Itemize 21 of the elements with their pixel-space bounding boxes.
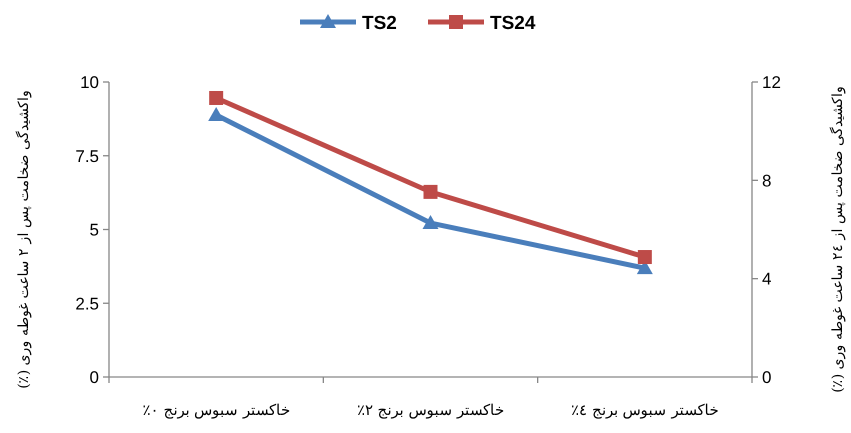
y2-tick-label: 8 <box>762 171 772 190</box>
y2-axis-title: واکشیدگی ضخامت پس از ۲٤ ساعت غوطه وری (٪) <box>829 86 846 393</box>
y-tick-label: 7.5 <box>75 146 99 166</box>
y-tick-label: 10 <box>80 73 99 92</box>
point <box>208 107 224 122</box>
y-tick-label: 0 <box>90 368 99 387</box>
y-tick-label: 2.5 <box>75 294 99 314</box>
point <box>424 184 438 199</box>
point <box>422 215 438 230</box>
legend-label: TS2 <box>362 13 397 34</box>
y-axis-title: واکشیدگی ضخامت پس از ۲ ساعت غوطه وری (٪) <box>15 90 32 389</box>
x-tick-label: خاکستر سبوس برنج ۰٪ <box>142 401 290 419</box>
point <box>209 90 224 105</box>
point <box>638 250 652 264</box>
x-tick-label: خاکستر سبوس برنج ٤٪ <box>571 401 718 419</box>
legend-label: TS24 <box>490 13 536 34</box>
y2-tick-label: 0 <box>762 368 772 387</box>
y-tick-label: 5 <box>90 220 99 240</box>
x-tick-label: خاکستر سبوس برنج ۲٪ <box>356 401 504 419</box>
y2-tick-label: 4 <box>762 270 772 289</box>
y2-tick-label: 12 <box>762 73 781 92</box>
